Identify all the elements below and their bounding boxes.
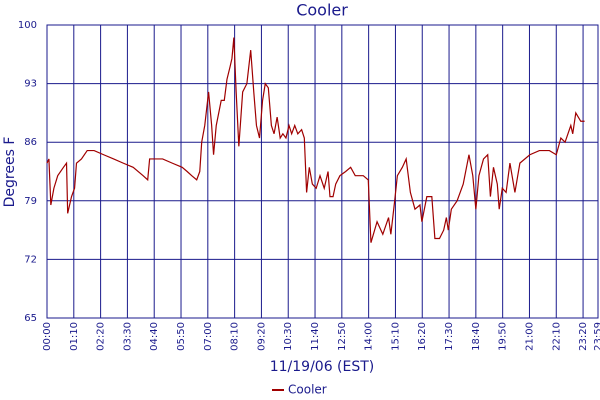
x-tick-label: 11:40	[310, 322, 321, 351]
x-tick-label: 17:30	[444, 322, 455, 351]
data-line	[46, 37, 585, 243]
x-tick-label: 15:10	[390, 322, 401, 351]
x-tick-label: 05:50	[176, 322, 187, 351]
x-tick-label: 12:50	[337, 322, 348, 351]
x-tick-label: 04:40	[149, 322, 160, 351]
x-tick-label: 19:50	[498, 322, 509, 351]
x-tick-label: 23:59	[593, 322, 600, 351]
y-tick-label: 86	[24, 137, 37, 148]
y-tick-label: 72	[24, 254, 37, 265]
x-tick-label: 10:30	[283, 322, 294, 351]
x-tick-label: 23:20	[578, 322, 589, 351]
x-tick-label: 18:40	[471, 322, 482, 351]
x-tick-label: 14:00	[364, 322, 375, 351]
plot-area	[46, 24, 599, 319]
y-tick-label: 79	[24, 196, 37, 207]
x-tick-label: 22:10	[551, 322, 562, 351]
x-tick-label: 09:20	[256, 322, 267, 351]
x-axis-label: 11/19/06 (EST)	[270, 359, 375, 375]
x-tick-label: 16:20	[417, 322, 428, 351]
x-tick-label: 00:00	[42, 322, 53, 351]
x-tick-label: 02:20	[96, 322, 107, 351]
chart-title: Cooler	[296, 1, 348, 20]
x-tick-label: 08:10	[230, 322, 241, 351]
y-tick-label: 65	[24, 313, 37, 324]
legend-label: Cooler	[288, 383, 327, 397]
x-tick-label: 21:00	[524, 322, 535, 351]
x-tick-label: 07:00	[203, 322, 214, 351]
y-tick-label: 100	[18, 20, 37, 31]
x-tick-label: 01:10	[69, 322, 80, 351]
x-tick-label: 03:30	[122, 322, 133, 351]
y-tick-label: 93	[24, 79, 37, 90]
y-axis-label: Degrees F	[2, 137, 18, 208]
